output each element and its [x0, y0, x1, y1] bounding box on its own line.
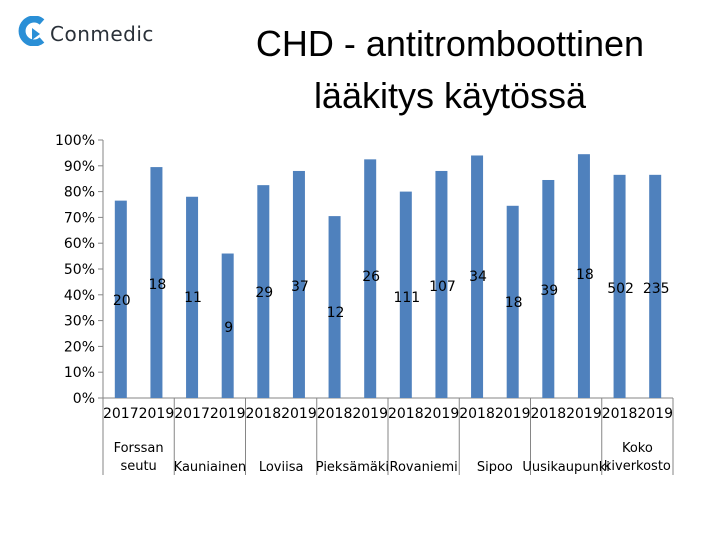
x-tick-label: 2018 — [530, 406, 566, 422]
x-tick-label: 2019 — [495, 406, 531, 422]
data-label: 29 — [255, 285, 273, 301]
bar — [364, 159, 377, 398]
bar — [114, 200, 127, 398]
bar — [292, 170, 305, 398]
data-label: 39 — [540, 283, 558, 299]
bar — [328, 216, 341, 398]
x-tick-label: 2019 — [566, 406, 602, 422]
x-tick-label: 2018 — [388, 406, 424, 422]
group-label: Uusikaupunki — [522, 460, 610, 475]
bar — [186, 196, 199, 398]
data-label: 34 — [469, 269, 487, 285]
y-tick-label: 0% — [73, 391, 95, 407]
x-tick-label: 2018 — [245, 406, 281, 422]
y-tick-label: 90% — [64, 159, 95, 175]
logo: Conmedic — [18, 14, 153, 54]
bar — [542, 179, 555, 398]
chart-title-line-1: CHD - antitromboottinen — [255, 23, 645, 64]
data-label: 111 — [393, 290, 420, 306]
chart-title-line-2: lääkitys käytössä — [313, 75, 587, 116]
data-label: 18 — [505, 295, 523, 311]
data-label: 12 — [327, 305, 345, 321]
data-label: 9 — [224, 320, 233, 336]
group-label: kiverkosto — [604, 459, 671, 474]
data-label: 20 — [113, 293, 131, 309]
group-label: Kauniainen — [174, 460, 246, 475]
y-tick-label: 60% — [64, 236, 95, 252]
y-tick-label: 80% — [64, 185, 95, 201]
data-label: 107 — [429, 279, 456, 295]
group-label: Sipoo — [477, 460, 513, 475]
bar — [150, 167, 163, 398]
group-label: Pieksämäki — [316, 460, 389, 475]
logo-text: Conmedic — [50, 22, 154, 46]
data-label: 502 — [607, 281, 634, 297]
data-label: 18 — [576, 267, 594, 283]
y-tick-label: 70% — [64, 210, 95, 226]
group-label: Loviisa — [259, 460, 304, 475]
bar — [506, 205, 519, 398]
data-label: 235 — [643, 281, 670, 297]
x-tick-label: 2018 — [602, 406, 638, 422]
y-tick-label: 50% — [64, 262, 95, 278]
x-tick-label: 2019 — [424, 406, 460, 422]
x-tick-label: 2019 — [352, 406, 388, 422]
x-tick-label: 2019 — [210, 406, 246, 422]
x-tick-label: 2019 — [637, 406, 673, 422]
chart-title: CHD - antitromboottinen lääkitys käytöss… — [190, 18, 710, 122]
x-tick-label: 2017 — [103, 406, 139, 422]
bar — [399, 191, 412, 398]
y-tick-label: 40% — [64, 288, 95, 304]
y-tick-label: 30% — [64, 314, 95, 330]
y-tick-label: 100% — [55, 133, 95, 149]
bar — [613, 174, 626, 398]
data-label: 11 — [184, 290, 202, 306]
group-label: seutu — [120, 459, 156, 474]
y-tick-label: 10% — [64, 365, 95, 381]
bar — [257, 185, 270, 398]
group-label: Koko — [622, 441, 653, 456]
x-tick-label: 2018 — [317, 406, 353, 422]
x-tick-label: 2017 — [174, 406, 210, 422]
data-label: 37 — [291, 279, 309, 295]
y-tick-label: 20% — [64, 339, 95, 355]
conmedic-c-icon — [18, 16, 45, 46]
bar — [577, 154, 590, 398]
x-tick-label: 2018 — [459, 406, 495, 422]
data-label: 18 — [149, 277, 167, 293]
group-label: Forssan — [114, 441, 164, 456]
bar — [221, 253, 234, 398]
x-tick-label: 2019 — [139, 406, 175, 422]
x-tick-label: 2019 — [281, 406, 317, 422]
bar — [649, 174, 662, 398]
group-label: Rovaniemi — [390, 460, 458, 475]
data-label: 26 — [362, 269, 380, 285]
bar — [435, 170, 448, 398]
bar — [471, 155, 484, 398]
